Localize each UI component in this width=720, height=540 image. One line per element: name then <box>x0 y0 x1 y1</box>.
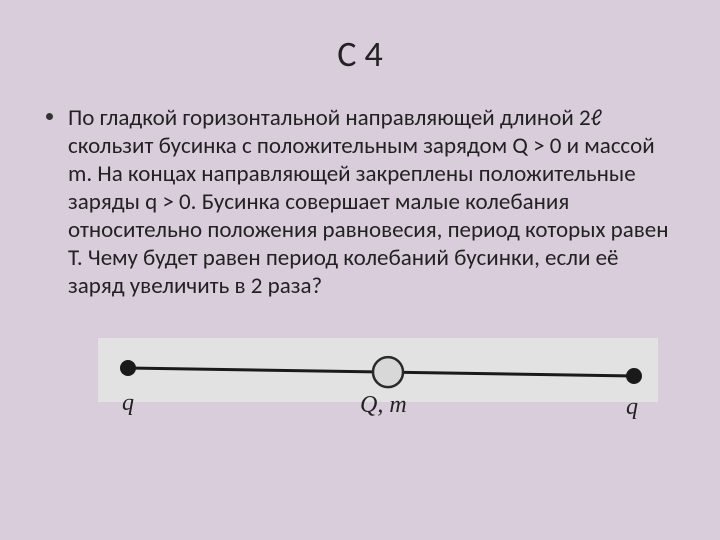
left-charge-label: q <box>122 390 134 417</box>
slide: С 4 По гладкой горизонтальной направляющ… <box>0 0 720 540</box>
center-bead-circle <box>373 357 403 387</box>
paragraph: По гладкой горизонтальной направляющей д… <box>68 104 669 300</box>
center-bead-label: Q, m <box>360 392 407 419</box>
physics-diagram: q Q, m q <box>98 338 658 428</box>
right-charge-label: q <box>626 394 638 421</box>
left-charge-dot <box>120 360 136 376</box>
bullet-icon <box>46 113 53 120</box>
slide-title: С 4 <box>40 32 680 76</box>
right-charge-dot <box>626 368 642 384</box>
body-text: По гладкой горизонтальной направляющей д… <box>40 104 680 300</box>
